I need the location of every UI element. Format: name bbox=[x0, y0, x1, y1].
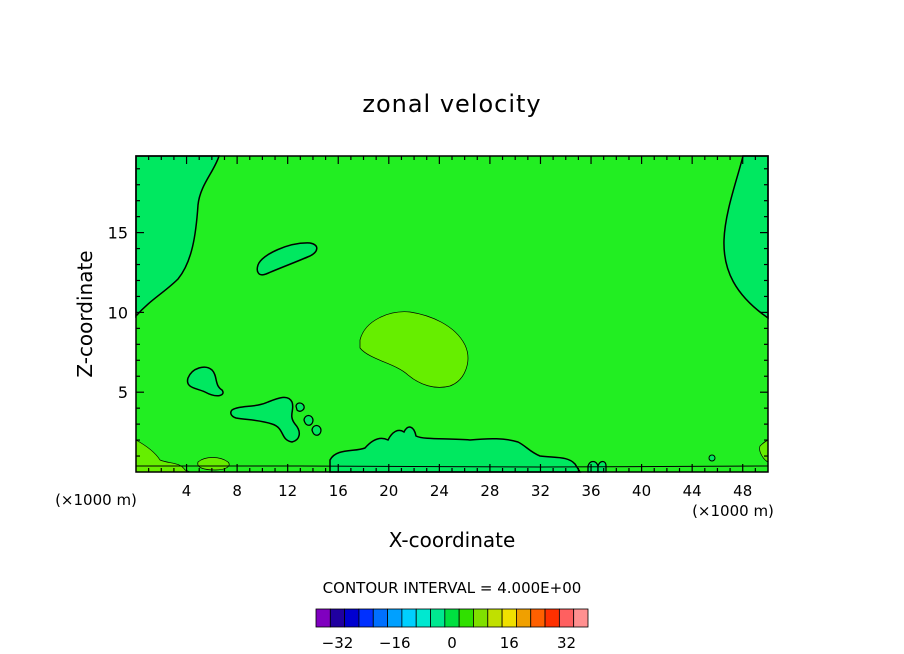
contour-region-bottom-left-strip bbox=[135, 439, 191, 473]
colorbar bbox=[315, 608, 589, 628]
x-tick-label: 12 bbox=[278, 482, 297, 500]
contour-region-lower-cell-2 bbox=[230, 396, 300, 443]
colorbar-swatch bbox=[544, 608, 560, 628]
colorbar-swatch bbox=[430, 608, 446, 628]
y-axis-ticks: 5 10 15 bbox=[108, 168, 768, 457]
y-axis-label: Z-coordinate bbox=[73, 250, 97, 377]
x-tick-label: 44 bbox=[683, 482, 702, 500]
colorbar-swatch bbox=[558, 608, 575, 628]
contour-region-lower-cell-3 bbox=[295, 402, 305, 412]
x-tick-label: 16 bbox=[329, 482, 348, 500]
contour-region-upper-right bbox=[723, 155, 769, 320]
colorbar-tick-label: 0 bbox=[447, 634, 457, 652]
contour-region-upper-left bbox=[135, 155, 221, 318]
colorbar-swatch bbox=[530, 608, 546, 628]
contour-region-lower-cell-4 bbox=[303, 414, 314, 426]
x-tick-label: 32 bbox=[531, 482, 550, 500]
colorbar-swatch bbox=[458, 608, 474, 628]
x-axis-ticks: 4 8 12 16 20 24 28 32 36 40 44 48 bbox=[148, 156, 756, 500]
x-tick-label: 36 bbox=[581, 482, 600, 500]
x-unit-label: (×1000 m) bbox=[692, 502, 774, 520]
plot-background bbox=[136, 156, 768, 472]
colorbar-labels: −32 −16 0 16 32 bbox=[322, 634, 576, 652]
contour-region-mid-ellipse bbox=[256, 242, 318, 276]
colorbar-swatch bbox=[573, 608, 589, 628]
colorbar-swatch bbox=[372, 608, 388, 628]
colorbar-swatch bbox=[358, 608, 374, 628]
colorbar-swatch bbox=[329, 608, 346, 628]
contour-bottom-edge bbox=[136, 465, 769, 468]
colorbar-swatch bbox=[444, 608, 460, 628]
colorbar-tick-label: −32 bbox=[322, 634, 354, 652]
x-tick-label: 8 bbox=[232, 482, 242, 500]
y-unit-label: (×1000 m) bbox=[55, 491, 137, 509]
colorbar-tick-label: 16 bbox=[500, 634, 519, 652]
contour-region-bottom-band bbox=[329, 426, 582, 473]
colorbar-swatch bbox=[315, 608, 331, 628]
colorbar-swatch bbox=[516, 608, 532, 628]
y-tick-label: 5 bbox=[118, 383, 128, 402]
x-tick-label: 48 bbox=[733, 482, 752, 500]
colorbar-tick-label: 32 bbox=[557, 634, 576, 652]
colorbar-swatch bbox=[487, 608, 503, 628]
chart-title: zonal velocity bbox=[362, 90, 541, 118]
contour-region-center-positive bbox=[359, 311, 469, 388]
contour-region-bottom-bit-3 bbox=[708, 454, 716, 462]
colorbar-tick-label: −16 bbox=[379, 634, 411, 652]
colorbar-swatch bbox=[387, 608, 403, 628]
colorbar-swatch bbox=[501, 608, 517, 628]
contour-region-bottom-left-cell bbox=[197, 457, 230, 471]
x-tick-label: 28 bbox=[480, 482, 499, 500]
colorbar-swatch bbox=[473, 608, 489, 628]
contour-region-lower-cell-1 bbox=[186, 366, 224, 397]
y-tick-label: 15 bbox=[108, 224, 128, 243]
y-tick-label: 10 bbox=[108, 303, 128, 322]
x-tick-label: 40 bbox=[632, 482, 651, 500]
x-tick-label: 4 bbox=[182, 482, 192, 500]
contour-interval-label: CONTOUR INTERVAL = 4.000E+00 bbox=[323, 579, 582, 597]
x-tick-label: 20 bbox=[379, 482, 398, 500]
contour-region-lower-cell-5 bbox=[311, 424, 322, 436]
x-axis-label: X-coordinate bbox=[389, 528, 516, 552]
colorbar-swatch bbox=[344, 608, 360, 628]
colorbar-swatch bbox=[415, 608, 431, 628]
colorbar-swatch bbox=[401, 608, 417, 628]
x-tick-label: 24 bbox=[430, 482, 449, 500]
